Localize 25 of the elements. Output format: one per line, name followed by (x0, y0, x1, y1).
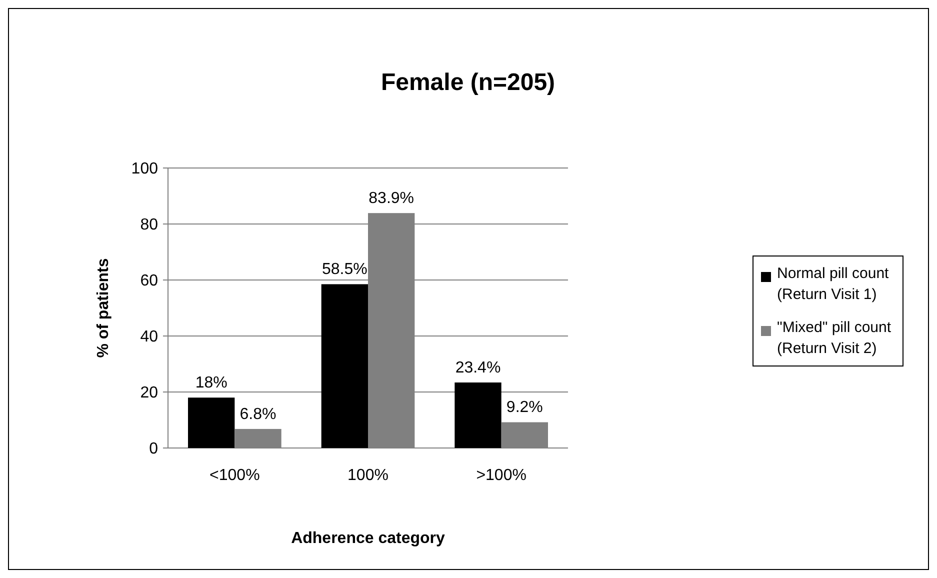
bar (234, 428, 282, 448)
data-label: 9.2% (506, 399, 543, 416)
bar (501, 422, 548, 448)
y-axis-title: % of patients (95, 258, 112, 358)
x-axis-title: Adherence category (291, 530, 446, 547)
x-tick-label: 100% (348, 467, 388, 484)
bar (188, 398, 235, 448)
data-label: 58.5% (322, 261, 368, 278)
legend-label: "Mixed" pill count (Return Visit 2) (777, 319, 892, 357)
bar (454, 382, 502, 448)
legend-label: Normal pill count (Return Visit 1) (777, 265, 890, 303)
y-tick-label: 0 (149, 440, 158, 458)
y-tick-label: 60 (140, 272, 158, 290)
data-label: 18% (195, 374, 228, 392)
x-tick-label: >100% (476, 467, 526, 484)
bar (321, 284, 368, 448)
data-label: 83.9% (368, 190, 414, 208)
data-label: 23.4% (455, 359, 501, 376)
y-tick-label: 40 (140, 328, 158, 346)
chart-title: Female (n=205) (380, 69, 556, 96)
y-tick-label: 80 (140, 216, 158, 234)
y-tick-label: 20 (140, 384, 158, 402)
x-tick-label: <100% (210, 467, 260, 484)
y-tick-label: 100 (131, 160, 158, 178)
data-label: 6.8% (240, 406, 276, 423)
